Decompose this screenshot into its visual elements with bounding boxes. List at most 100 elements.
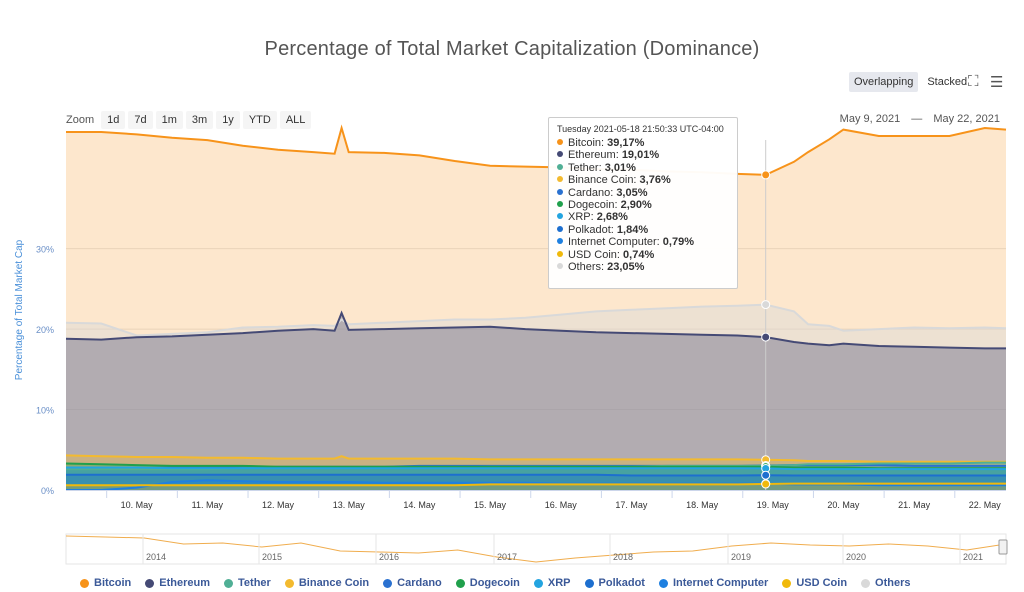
tooltip-series-name: XRP: — [568, 211, 597, 224]
tooltip-series-value: 3,05% — [616, 186, 648, 199]
x-tick-label: 10. May — [121, 500, 154, 510]
tooltip-series-value: 3,76% — [639, 174, 671, 187]
line-usd-coin[interactable] — [66, 482, 1006, 487]
legend-label: Dogecoin — [469, 577, 520, 589]
stacked-button[interactable]: Stacked — [927, 76, 968, 88]
tooltip-series-name: Bitcoin: — [568, 137, 608, 149]
tooltip-series-name: Cardano: — [568, 186, 617, 199]
tooltip-series-value: 1,84% — [616, 223, 649, 236]
y-tick-label: 10% — [36, 406, 54, 416]
tooltip-series-name: USD Coin: — [568, 248, 624, 261]
legend-item-bitcoin[interactable]: Bitcoin — [80, 577, 131, 589]
legend-dot — [383, 578, 393, 588]
area-bitcoin — [66, 128, 1006, 490]
line-polkadot[interactable] — [66, 473, 1006, 477]
tooltip-dot — [557, 188, 563, 195]
line-others[interactable] — [65, 303, 1007, 337]
zoom-ytd-button[interactable]: YTD — [242, 111, 277, 129]
navigator-series — [65, 535, 1007, 563]
menu-icon[interactable]: ☰ — [990, 74, 1004, 91]
line-ethereum[interactable] — [65, 310, 1006, 350]
series-lines — [65, 124, 1007, 491]
navigator-year-label: 2016 — [379, 552, 399, 562]
area-ethereum — [66, 313, 1006, 490]
legend-item-usd-coin[interactable]: USD Coin — [782, 577, 847, 589]
legend-dot — [80, 578, 89, 588]
zoom-1d-button[interactable]: 1d — [101, 111, 126, 129]
legend-item-ethereum[interactable]: Ethereum — [145, 577, 210, 589]
legend-label: Tether — [238, 577, 271, 589]
legend-label: Bitcoin — [94, 577, 132, 589]
navigator-year-label: 2014 — [146, 552, 166, 562]
navigator-year-label: 2020 — [846, 552, 866, 562]
zoom-1y-button[interactable]: 1y — [216, 111, 240, 129]
tooltip-dot — [557, 250, 563, 257]
legend-item-dogecoin[interactable]: Dogecoin — [455, 577, 520, 589]
navigator[interactable] — [65, 533, 1007, 565]
tooltip-dot — [557, 151, 563, 158]
tooltip-dot — [557, 238, 563, 245]
x-tick-label: 21. May — [898, 500, 931, 510]
expand-icon[interactable]: ⛶ — [968, 73, 979, 90]
navigator-year-label: 2017 — [497, 552, 517, 562]
tooltip-series-value: 23,05% — [607, 261, 645, 274]
area-others — [66, 304, 1006, 490]
tooltip-dot — [557, 201, 563, 208]
x-tick-label: 22. May — [969, 500, 1002, 510]
x-tick-label: 12. May — [262, 500, 295, 510]
legend-dot — [782, 578, 792, 588]
zoom-3m-button[interactable]: 3m — [185, 111, 214, 129]
legend-label: Cardano — [397, 577, 442, 589]
overlapping-button[interactable]: Overlapping — [849, 72, 919, 92]
navigator-year-label: 2021 — [963, 552, 983, 562]
hover-marker-usd-coin — [761, 479, 771, 489]
tooltip-series-value: 39,17% — [607, 137, 645, 149]
range-from[interactable]: May 9, 2021 — [839, 113, 901, 125]
tooltip-row-xrp: XRP: 2,68% — [557, 211, 729, 223]
tooltip-series-name: Others: — [568, 261, 608, 274]
tooltip-dot — [557, 163, 563, 170]
tooltip-row-bitcoin: Bitcoin: 39,17% — [557, 137, 729, 149]
tooltip-date: Tuesday 2021-05-18 21:50:33 UTC-04:00 — [557, 124, 724, 134]
tooltip-row-dogecoin: Dogecoin: 2,90% — [557, 199, 729, 211]
x-tick-label: 13. May — [333, 500, 366, 510]
x-tick-label: 19. May — [757, 500, 790, 510]
y-tick-label: 30% — [36, 245, 54, 255]
y-tick-label: 0% — [41, 486, 54, 496]
range-separator: — — [911, 113, 923, 125]
hover-marker-polkadot — [761, 470, 771, 480]
line-bitcoin[interactable] — [66, 124, 1007, 176]
legend-item-xrp[interactable]: XRP — [533, 577, 571, 589]
legend-item-cardano[interactable]: Cardano — [383, 577, 442, 589]
legend-label: XRP — [547, 577, 571, 589]
legend-label: Binance Coin — [298, 577, 370, 589]
legend-label: USD Coin — [796, 577, 848, 589]
tooltip-row-tether: Tether: 3,01% — [557, 162, 729, 174]
navigator-year-label: 2018 — [613, 552, 633, 562]
hover-marker-others — [761, 300, 771, 310]
zoom-1m-button[interactable]: 1m — [155, 111, 183, 129]
line-xrp[interactable] — [66, 466, 1006, 471]
tooltip-dot — [557, 176, 563, 183]
zoom-7d-button[interactable]: 7d — [128, 111, 153, 129]
legend-label: Polkadot — [598, 577, 645, 589]
legend-item-tether[interactable]: Tether — [224, 577, 271, 589]
legend-item-internet-computer[interactable]: Internet Computer — [658, 577, 768, 589]
tooltip-series-value: 0,79% — [662, 236, 694, 249]
navigator-handle[interactable] — [998, 539, 1008, 555]
legend-item-binance-coin[interactable]: Binance Coin — [284, 577, 370, 589]
zoom-all-button[interactable]: ALL — [279, 111, 312, 129]
x-tick-label: 16. May — [545, 500, 578, 510]
legend-item-others[interactable]: Others — [861, 577, 911, 589]
navigator-year-label: 2019 — [731, 552, 751, 562]
line-dogecoin[interactable] — [65, 462, 1006, 470]
legend-item-polkadot[interactable]: Polkadot — [584, 577, 645, 589]
tooltip-row-binance-coin: Binance Coin: 3,76% — [557, 174, 729, 186]
zoom-controls: Zoom 1d 7d 1m 3m 1y YTD ALL — [66, 111, 312, 129]
range-to[interactable]: May 22, 2021 — [933, 113, 1000, 125]
line-binance-coin[interactable] — [65, 454, 1006, 463]
mode-toggle: Overlapping Stacked — [849, 72, 972, 92]
legend-dot — [658, 578, 668, 588]
y-axis-label: Percentage of Total Market Cap — [14, 239, 25, 380]
